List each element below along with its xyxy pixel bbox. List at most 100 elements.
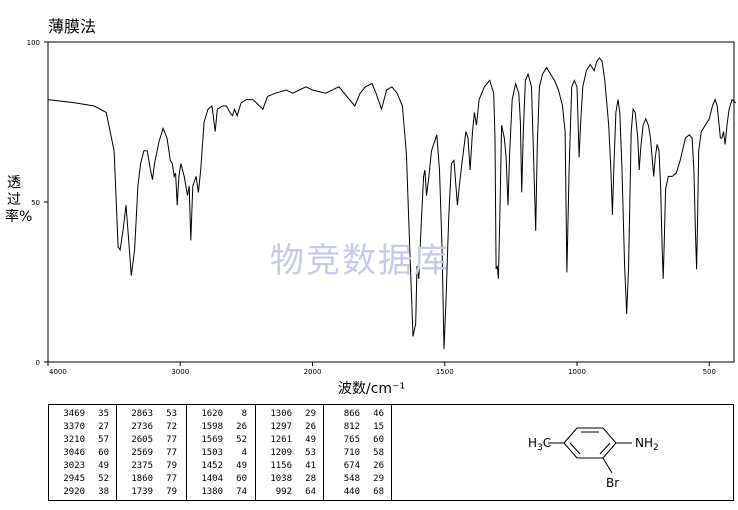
- peak-wavenumber: 1452: [201, 461, 223, 471]
- peak-table-row: 674 26: [324, 460, 391, 473]
- peak-transmittance: 52: [98, 474, 109, 484]
- peak-transmittance: 46: [373, 409, 384, 419]
- peak-wavenumber: 866: [343, 409, 360, 419]
- peak-table-row: 1569 52: [187, 434, 255, 447]
- peak-wavenumber: 1306: [270, 409, 292, 419]
- peak-wavenumber: 2605: [131, 435, 153, 445]
- peak-transmittance: 38: [98, 487, 109, 497]
- peak-table-row: 2605 77: [117, 434, 186, 447]
- peak-transmittance: 57: [98, 435, 109, 445]
- peak-wavenumber: 1156: [270, 461, 292, 471]
- peak-transmittance: 74: [236, 487, 247, 497]
- x-tick-label: 500: [703, 368, 716, 376]
- x-tick-label: 3000: [171, 368, 189, 376]
- peak-table-row: 1380 74: [187, 486, 255, 499]
- peak-wavenumber: 992: [275, 487, 292, 497]
- peak-table-row: 1739 79: [117, 486, 186, 499]
- peak-transmittance: 53: [305, 448, 316, 458]
- peak-wavenumber: 3210: [63, 435, 85, 445]
- benzene-ring: [563, 427, 617, 459]
- peak-transmittance: 15: [373, 422, 384, 432]
- peak-transmittance: 49: [236, 461, 247, 471]
- peak-table-column: 2863 53 2736 72 2605 77 2569 77 2375 79 1860 77 1739…: [117, 405, 187, 500]
- spectrum-series-line: [47, 57, 737, 350]
- peak-transmittance: 77: [166, 435, 177, 445]
- peak-table-row: 2736 72: [117, 421, 186, 434]
- peak-wavenumber: 765: [343, 435, 360, 445]
- peak-transmittance: 52: [236, 435, 247, 445]
- peak-transmittance: 60: [236, 474, 247, 484]
- methyl-label: H3C: [528, 436, 551, 453]
- peak-table-row: 1503 4: [187, 447, 255, 460]
- plot-frame: [47, 41, 735, 363]
- peak-table-column: 1306 29 1297 26 1261 49 1209 53 1156 41 1038 28 992 6…: [256, 405, 324, 500]
- peak-transmittance: 27: [98, 422, 109, 432]
- peak-table-row: 765 60: [324, 434, 391, 447]
- y-tick-label: 100: [27, 39, 40, 47]
- peak-wavenumber: 812: [343, 422, 360, 432]
- peak-wavenumber: 548: [343, 474, 360, 484]
- peak-wavenumber: 1569: [201, 435, 223, 445]
- peak-wavenumber: 1620: [201, 409, 223, 419]
- peak-transmittance: 29: [305, 409, 316, 419]
- peak-table-row: 2920 38: [49, 486, 116, 499]
- peak-table-row: 2569 77: [117, 447, 186, 460]
- y-axis-ticks: 100 50 0: [27, 39, 48, 367]
- y-axis-label: 透过率%: [5, 175, 33, 225]
- peak-transmittance: 79: [166, 487, 177, 497]
- molecule-structure: H3C NH2 Br: [528, 427, 659, 490]
- peak-table-row: 812 15: [324, 421, 391, 434]
- y-tick-label: 0: [36, 359, 40, 367]
- peak-table-row: 710 58: [324, 447, 391, 460]
- peak-wavenumber: 2863: [131, 409, 153, 419]
- x-tick-label: 1500: [436, 368, 454, 376]
- peak-wavenumber: 3023: [63, 461, 85, 471]
- peak-table-row: 1038 28: [256, 473, 323, 486]
- peak-table-row: 1156 41: [256, 460, 323, 473]
- peak-transmittance: 72: [166, 422, 177, 432]
- peak-wavenumber: 2920: [63, 487, 85, 497]
- peak-wavenumber: 710: [343, 448, 360, 458]
- peak-wavenumber: 1598: [201, 422, 223, 432]
- peak-wavenumber: 2945: [63, 474, 85, 484]
- substituent-bonds: [548, 442, 632, 474]
- peak-wavenumber: 1209: [270, 448, 292, 458]
- peak-table-row: 1598 26: [187, 421, 255, 434]
- peak-transmittance: 35: [98, 409, 109, 419]
- peak-transmittance: 49: [305, 435, 316, 445]
- peak-table-column: 866 46 812 15 765 60 710 58 674 26 548 29 440 68: [324, 405, 392, 500]
- peak-table-row: 2863 53: [117, 408, 186, 421]
- peak-transmittance: 60: [373, 435, 384, 445]
- peak-wavenumber: 3370: [63, 422, 85, 432]
- peak-wavenumber: 2569: [131, 448, 153, 458]
- peak-wavenumber: 1297: [270, 422, 292, 432]
- peak-info-panel: 3469 35 3370 27 3210 57 3046 60 3023 49 2945 52 2920…: [48, 404, 734, 501]
- peak-transmittance: 4: [241, 448, 247, 458]
- peak-transmittance: 49: [98, 461, 109, 471]
- x-axis-label: 波数/cm⁻¹: [338, 381, 406, 397]
- peak-table: 3469 35 3370 27 3210 57 3046 60 3023 49 2945 52 2920…: [49, 405, 392, 500]
- peak-table-row: 3023 49: [49, 460, 116, 473]
- peak-transmittance: 26: [373, 461, 384, 471]
- peak-table-row: 866 46: [324, 408, 391, 421]
- peak-table-row: 1860 77: [117, 473, 186, 486]
- peak-transmittance: 28: [305, 474, 316, 484]
- peak-wavenumber: 1261: [270, 435, 292, 445]
- y-tick-label: 50: [31, 199, 40, 207]
- peak-wavenumber: 1038: [270, 474, 292, 484]
- peak-transmittance: 58: [373, 448, 384, 458]
- peak-table-row: 1620 8: [187, 408, 255, 421]
- x-axis-ticks: 4000 3000 2000 1500 1000 500: [47, 362, 716, 376]
- peak-wavenumber: 1380: [201, 487, 223, 497]
- bromo-label: Br: [606, 476, 619, 490]
- peak-wavenumber: 1404: [201, 474, 223, 484]
- peak-table-row: 1261 49: [256, 434, 323, 447]
- peak-table-column: 3469 35 3370 27 3210 57 3046 60 3023 49 2945 52 2920…: [49, 405, 117, 500]
- peak-wavenumber: 440: [343, 487, 360, 497]
- peak-transmittance: 60: [98, 448, 109, 458]
- peak-table-row: 2375 79: [117, 460, 186, 473]
- x-tick-label: 1000: [568, 368, 586, 376]
- peak-table-row: 3210 57: [49, 434, 116, 447]
- peak-transmittance: 64: [305, 487, 316, 497]
